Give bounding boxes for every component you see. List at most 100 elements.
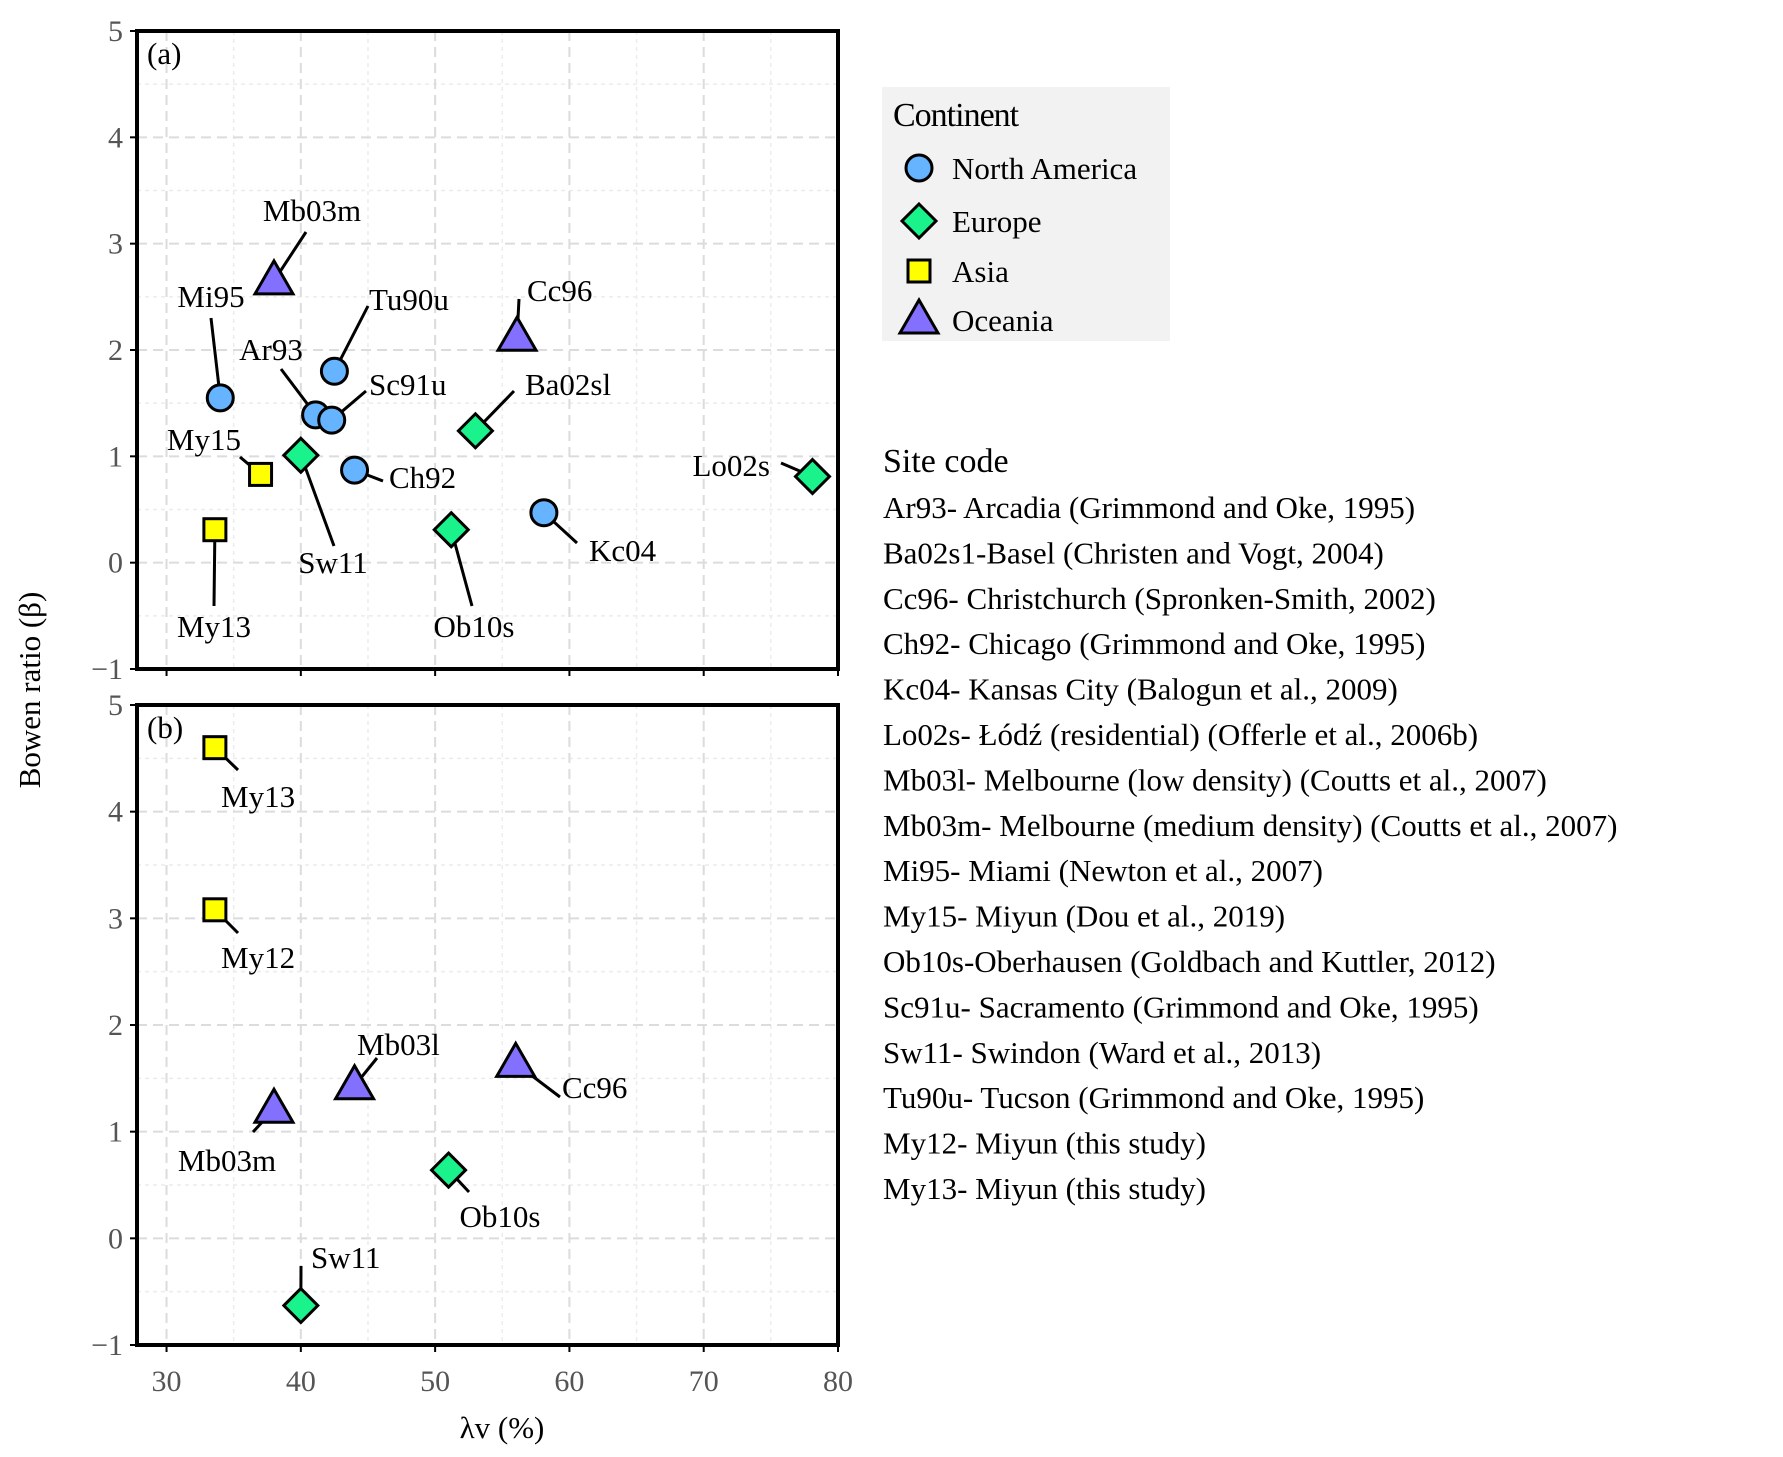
site-code-title: Site code [883,443,1009,480]
panel-b: −1 0 1 2 3 4 5 30 40 50 60 70 80 (b) My13 My12 Mb03l Cc96… [91,689,853,1398]
data-point-ob10s [432,510,471,549]
data-point-my15 [248,461,274,487]
leader-line [212,529,217,607]
point-label: Ch92 [389,460,456,495]
point-label: My13 [221,779,295,814]
data-point-mb03m [252,257,296,296]
point-label: Tu90u [369,282,449,317]
y-tick-label: −1 [91,653,123,686]
y-tick-label: 2 [108,1009,123,1042]
y-tick-label: 4 [108,121,123,154]
diamond-marker-icon [899,201,939,241]
legend-item: Asia [906,254,1009,289]
panel-a: −1 0 1 2 3 4 5 (a) Mb03m Mi95 Tu90u Ar93 Sc91u Cc96 Ba… [91,15,840,686]
data-point-tu90u [319,356,349,386]
site-code-line: Sc91u- Sacramento (Grimmond and Oke, 199… [883,989,1479,1024]
y-tick-label: 3 [108,902,123,935]
data-point-sw11 [281,1286,320,1325]
leader-line [299,454,336,547]
site-code-line: Mb03m- Melbourne (medium density) (Coutt… [883,808,1617,843]
site-code-line: Ch92- Chicago (Grimmond and Oke, 1995) [883,626,1425,661]
y-tick-label: 5 [108,15,123,48]
legend-item-label: North America [952,151,1137,186]
legend-item: North America [904,151,1137,186]
legend-item-label: Asia [952,254,1009,289]
point-label: Ba02sl [525,367,611,402]
site-code-list: Site code Ar93- Arcadia (Grimmond and Ok… [883,443,1617,1206]
site-code-line: Ba02s1-Basel (Christen and Vogt, 2004) [883,535,1384,570]
site-code-line: Ar93- Arcadia (Grimmond and Oke, 1995) [883,490,1415,525]
point-label: Ar93 [239,332,303,367]
x-tick-label: 80 [823,1365,853,1398]
legend: Continent North America Europe Asia Oceania [882,87,1170,341]
point-label: My13 [177,609,251,644]
site-code-line: Ob10s-Oberhausen (Goldbach and Kuttler, … [883,944,1496,979]
x-tick-label: 40 [286,1365,316,1398]
data-point-ch92 [340,455,370,485]
data-point-sw11 [281,436,320,475]
point-label: My15 [167,422,241,457]
site-code-line: Kc04- Kansas City (Balogun et al., 2009) [883,672,1398,707]
triangle-marker-icon [897,296,941,335]
site-code-line: My13- Miyun (this study) [883,1171,1206,1206]
point-label: Mb03m [263,193,361,228]
y-tick-label: 4 [108,796,123,829]
point-label: Sc91u [369,367,447,402]
point-label: Mb03m [178,1143,276,1178]
point-label: Sw11 [311,1240,380,1275]
data-point-cc96 [494,1040,538,1078]
site-code-line: My15- Miyun (Dou et al., 2019) [883,899,1285,934]
site-code-line: Mb03l- Melbourne (low density) (Coutts e… [883,762,1547,797]
point-label: Lo02s [693,448,771,483]
point-label: My12 [221,940,295,975]
point-label: Ob10s [434,609,515,644]
data-point-my12 [202,897,228,923]
x-tick-label: 30 [152,1365,182,1398]
square-marker-icon [906,258,932,284]
panel-label: (b) [147,710,183,745]
site-code-line: Sw11- Swindon (Ward et al., 2013) [883,1035,1321,1070]
y-tick-label: −1 [91,1329,123,1362]
point-label: Cc96 [562,1070,627,1105]
legend-item: Oceania [897,296,1054,338]
y-tick-label: 0 [108,547,123,580]
y-axis-label: Bowen ratio (β) [12,592,47,789]
y-tick-label: 1 [108,440,123,473]
data-point-sc91u [317,405,347,435]
y-tick-label: 0 [108,1222,123,1255]
x-axis-label: λv (%) [460,1410,545,1445]
circle-marker-icon [904,153,934,183]
legend-title: Continent [893,97,1020,134]
site-code-line: Lo02s- Łódź (residential) (Offerle et al… [883,717,1478,752]
data-point-mb03l [332,1062,377,1101]
data-point-ob10s [429,1150,468,1190]
point-label: Ob10s [460,1199,541,1234]
data-point-my13 [202,517,228,543]
data-point-cc96 [495,314,539,352]
data-point-mb03m [252,1086,296,1124]
data-point-ba02sl [456,411,495,450]
point-label: Sw11 [298,545,367,580]
x-tick-label: 60 [554,1365,584,1398]
site-code-line: My12- Miyun (this study) [883,1126,1206,1161]
y-tick-label: 1 [108,1116,123,1149]
point-label: Kc04 [589,533,657,568]
legend-item: Europe [899,201,1042,241]
data-point-kc04 [529,498,559,528]
panel-label: (a) [147,36,181,71]
legend-item-label: Oceania [952,303,1054,338]
site-code-line: Tu90u- Tucson (Grimmond and Oke, 1995) [883,1080,1424,1115]
point-label: Mb03l [357,1027,440,1062]
x-tick-label: 70 [689,1365,719,1398]
legend-item-label: Europe [952,204,1042,239]
y-tick-label: 5 [108,689,123,722]
y-tick-label: 2 [108,334,123,367]
site-code-line: Mi95- Miami (Newton et al., 2007) [883,853,1323,888]
data-point-mi95 [205,383,235,413]
data-point-my13 [202,735,228,761]
x-tick-label: 50 [420,1365,450,1398]
point-label: Cc96 [527,273,592,308]
y-tick-label: 3 [108,228,123,261]
data-point-lo02s [793,457,832,496]
